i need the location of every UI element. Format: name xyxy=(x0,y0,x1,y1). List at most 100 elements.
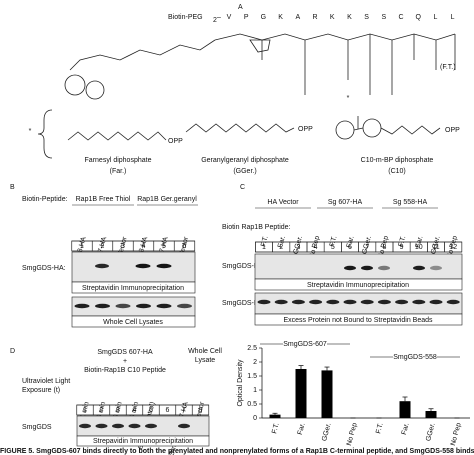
lane-number: 5 xyxy=(162,243,166,250)
lane-number: 7 xyxy=(365,244,369,251)
band xyxy=(178,423,190,429)
lane-number: 6 xyxy=(183,243,187,250)
lane-cell xyxy=(444,241,463,253)
bar xyxy=(425,411,437,418)
band xyxy=(135,263,151,269)
band xyxy=(291,299,305,305)
residue: L xyxy=(451,14,455,21)
band xyxy=(136,303,151,309)
lane-number: 11 xyxy=(432,244,439,251)
blot-title-box xyxy=(254,313,463,326)
blot-label: SmgGDS-HA: xyxy=(22,265,66,272)
x-tick-label: No Pep xyxy=(450,422,463,446)
lane-number: 8 xyxy=(382,244,386,251)
farnesyl-structure xyxy=(67,131,167,141)
x-tick-label: F.T. xyxy=(375,422,385,434)
band xyxy=(413,265,425,271)
blot-title: Whole Cell Lysates xyxy=(103,319,163,326)
residue: S xyxy=(381,14,386,21)
band xyxy=(326,299,340,305)
lane-number: 4 xyxy=(142,243,146,250)
residue: K xyxy=(330,14,335,21)
lane-number: 1 xyxy=(262,244,266,251)
group-label: SmgGDS-607 xyxy=(283,341,327,348)
band xyxy=(395,299,409,305)
lane-label: 1 min xyxy=(80,401,91,419)
opp-label: OPP xyxy=(168,138,183,145)
blot xyxy=(254,292,463,315)
header-label: Biotin-Rap1B C10 Peptide xyxy=(84,367,166,374)
group-label: SmgGDS-558 xyxy=(393,354,437,361)
star: * xyxy=(347,95,350,102)
blot-title: Strepavidin Immunoprecipitation xyxy=(93,438,193,445)
x-tick-label: Far. xyxy=(297,422,307,436)
x-tick-label: F.T. xyxy=(271,422,281,434)
peptide-structure xyxy=(64,33,456,100)
band xyxy=(95,423,108,429)
lane-number: 12 xyxy=(449,244,457,251)
peptide-subscript: 2 xyxy=(213,17,217,24)
lane-number: 2 xyxy=(101,243,105,250)
band xyxy=(378,265,390,271)
lane-label: F.T. xyxy=(260,235,270,247)
header-label: + xyxy=(123,358,127,365)
lane-label: GGer. xyxy=(361,235,373,255)
panel-label: C xyxy=(240,184,245,191)
structure-abbr: (Far.) xyxy=(110,168,127,175)
y-tick-label: 1 xyxy=(253,387,257,394)
lane-number: 3 xyxy=(296,244,300,251)
bar xyxy=(269,414,281,418)
peptide-dash: – xyxy=(217,14,221,21)
y-tick-label: 1.5 xyxy=(247,373,257,380)
structure-abbr: (C10) xyxy=(388,168,406,175)
group-label: Sg 607-HA xyxy=(328,199,363,206)
blot xyxy=(254,253,463,280)
band xyxy=(112,423,124,429)
lane-label: F.T. xyxy=(398,235,408,247)
residue: L xyxy=(433,14,437,21)
band xyxy=(257,299,271,305)
lane-number: 5 xyxy=(331,244,335,251)
band xyxy=(446,299,460,305)
blot-title: Excess Protein not Bound to Streptavidin… xyxy=(283,317,433,324)
band xyxy=(360,299,374,305)
residue: V xyxy=(227,14,232,21)
y-axis-label: Optical Density xyxy=(237,359,244,407)
band xyxy=(79,423,91,429)
row-label: Biotin-Peptide: xyxy=(22,196,68,203)
lane-number: 6 xyxy=(166,407,170,414)
lane-number: 3 xyxy=(121,243,125,250)
group-label: Sg 558-HA xyxy=(393,199,428,206)
c10-structure xyxy=(335,116,441,140)
bar xyxy=(399,401,411,418)
panel-label: A xyxy=(238,4,243,11)
band xyxy=(274,299,288,305)
blot-label: SmgGDS xyxy=(22,424,52,431)
lane-number: 9 xyxy=(400,244,404,251)
band xyxy=(361,265,373,271)
residue: A xyxy=(295,14,300,21)
blot-title: Streptavidin Immunoprecipitation xyxy=(82,285,184,292)
blot-title-box xyxy=(76,435,210,447)
panel-label: B xyxy=(10,184,15,191)
ft-label: (F.T.) xyxy=(440,64,456,71)
blot-title-box xyxy=(254,278,463,291)
peptide-prefix: Biotin-PEG xyxy=(168,14,203,21)
bar xyxy=(295,369,307,418)
lane-number: 8 xyxy=(199,407,203,414)
band xyxy=(115,303,131,309)
caption: FIGURE 5. SmgGDS-607 binds directly to b… xyxy=(0,448,474,455)
row-label: Ultraviolet Light xyxy=(22,378,70,385)
band xyxy=(412,299,426,305)
residue: R xyxy=(312,14,317,21)
blot-label: SmgGDS-HA: xyxy=(222,300,266,307)
band xyxy=(344,265,356,271)
band xyxy=(430,265,442,271)
structure-name: C10-m-BP diphosphate xyxy=(361,157,434,164)
panel-label: D xyxy=(10,348,15,355)
lane-number: 3 xyxy=(116,407,120,414)
lane-label: GGer. xyxy=(430,235,442,255)
band xyxy=(95,303,110,309)
lane-number: 1 xyxy=(80,243,84,250)
